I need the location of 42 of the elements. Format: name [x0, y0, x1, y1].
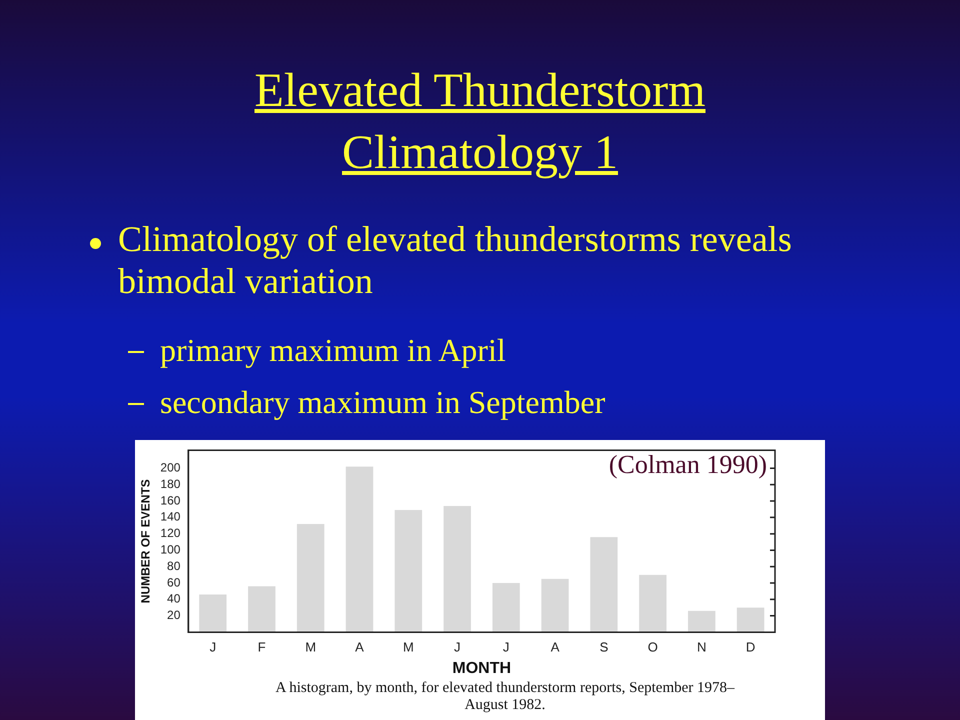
- x-tick-label: N: [696, 640, 706, 655]
- x-tick-label: S: [600, 640, 609, 655]
- text: A histogram, by month, for elevated thunderstorm reports, September 1978–August 1982.: [274, 680, 736, 714]
- bar: [394, 510, 422, 632]
- bar: [296, 524, 324, 632]
- x-tick-label: J: [210, 640, 216, 655]
- bar: [688, 610, 716, 632]
- x-tick-label: A: [550, 640, 560, 655]
- y-tick-label: 40: [167, 592, 181, 606]
- y-tick-label: 200: [160, 460, 181, 475]
- x-tick-label: A: [355, 640, 364, 655]
- y-tick-label: 80: [167, 558, 181, 573]
- y-tick-label: 140: [160, 510, 181, 524]
- text: primary maximum in April: [160, 331, 506, 370]
- x-tick-label: J: [502, 640, 510, 655]
- bar: [492, 583, 520, 632]
- x-tick-label: J: [454, 640, 461, 655]
- x-tick-label: D: [746, 640, 756, 655]
- bar: [639, 574, 666, 632]
- y-tick-label: 180: [160, 476, 181, 491]
- chart-subtitle: Climatology of elevated thunderstorms reveals bimodal variation: [118, 218, 793, 302]
- bar: [541, 578, 569, 632]
- y-tick-label: 20: [167, 608, 181, 622]
- x-tick-label: M: [305, 640, 316, 655]
- text: secondary maximum in September: [160, 383, 606, 422]
- y-tick-label: 100: [160, 542, 181, 557]
- annotation: (Colman 1990): [608, 450, 767, 480]
- bar: [444, 506, 471, 632]
- x-axis-title: MONTH: [452, 660, 512, 677]
- y-axis-title: NUMBER OF EVENTS: [138, 479, 153, 604]
- bar: [248, 586, 276, 632]
- bar: [590, 537, 618, 632]
- bar: [736, 608, 764, 632]
- chart-title: Elevated Thunderstorm Climatology 1: [254, 64, 706, 179]
- x-tick-label: O: [648, 640, 658, 655]
- x-tick-label: F: [258, 640, 266, 655]
- x-tick-label: M: [402, 640, 414, 655]
- bar: [346, 466, 374, 632]
- bar: [199, 594, 227, 632]
- y-tick-label: 60: [167, 575, 181, 590]
- y-tick-label: 120: [160, 526, 181, 540]
- y-tick-label: 160: [160, 493, 181, 508]
